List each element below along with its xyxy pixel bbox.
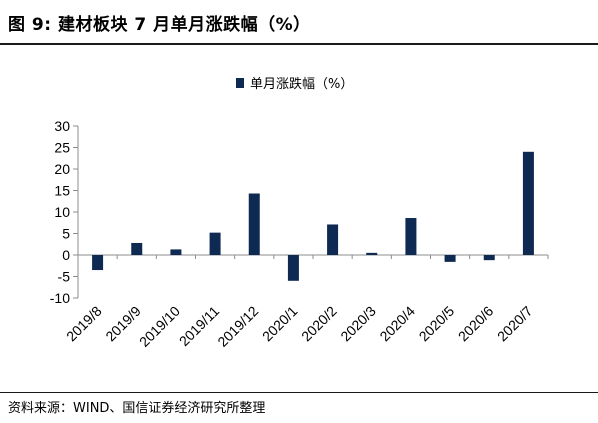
- y-tick-label: 15: [54, 183, 70, 199]
- source-note: 资料来源：WIND、国信证券经济研究所整理: [8, 401, 266, 416]
- bar: [131, 242, 143, 255]
- bar: [287, 255, 299, 281]
- figure-title: 图 9: 建材板块 7 月单月涨跌幅（%）: [8, 15, 311, 35]
- bar: [170, 249, 182, 255]
- y-tick-label: 0: [62, 247, 70, 263]
- x-tick-label: 2020/7: [494, 303, 536, 345]
- bar: [209, 232, 221, 255]
- bar: [92, 255, 104, 271]
- x-tick-label: 2019/11: [176, 303, 223, 350]
- bar: [522, 151, 534, 255]
- legend-swatch: [236, 78, 244, 88]
- x-tick-label: 2019/10: [136, 303, 183, 350]
- bar: [405, 218, 417, 255]
- x-tick-label: 2020/5: [416, 303, 458, 345]
- x-tick-label: 2020/4: [376, 303, 418, 345]
- bar: [444, 255, 456, 262]
- legend-label: 单月涨跌幅（%）: [250, 76, 353, 92]
- bar: [366, 252, 378, 255]
- bar: [327, 224, 339, 255]
- y-tick-label: 30: [54, 118, 70, 134]
- y-tick-label: -10: [50, 290, 70, 306]
- x-tick-label: 2020/3: [337, 303, 379, 345]
- x-tick-label: 2020/1: [259, 303, 301, 345]
- y-tick-label: -5: [58, 269, 71, 285]
- bar: [248, 193, 260, 255]
- x-tick-label: 2020/2: [298, 303, 340, 345]
- x-tick-label: 2019/12: [214, 303, 261, 350]
- bar: [483, 255, 495, 261]
- title-divider: [0, 43, 598, 45]
- source-divider: [0, 392, 598, 393]
- y-tick-label: 10: [54, 204, 70, 220]
- legend: 单月涨跌幅（%）: [236, 76, 353, 92]
- y-tick-label: 20: [54, 161, 70, 177]
- y-tick-label: 5: [62, 226, 70, 242]
- x-tick-label: 2019/8: [63, 303, 105, 345]
- figure-header: 图 9: 建材板块 7 月单月涨跌幅（%）: [0, 0, 598, 45]
- x-tick-label: 2020/6: [455, 303, 497, 345]
- bar-chart: 单月涨跌幅（%）302520151050-5-102019/82019/9201…: [50, 76, 549, 350]
- y-tick-label: 25: [54, 140, 70, 156]
- chart-area: 单月涨跌幅（%） 30 25 20 15 10 5 0 -5 -10 2019/8 2019/9 201…: [0, 46, 598, 386]
